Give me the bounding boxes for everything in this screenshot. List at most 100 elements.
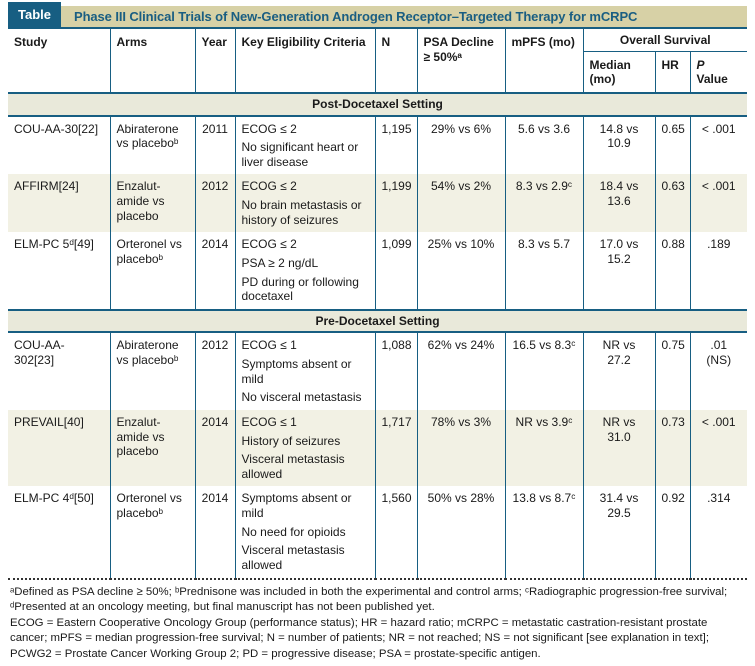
footnote-notes: ᵃDefined as PSA decline ≥ 50%; ᵇPredniso… xyxy=(10,585,745,616)
cell-n: 1,195 xyxy=(375,116,417,175)
footnote-cell: ᵃDefined as PSA decline ≥ 50%; ᵇPredniso… xyxy=(8,579,747,666)
cell-mpfs: 8.3 vs 2.9ᶜ xyxy=(505,174,583,232)
cell-study: PREVAIL[40] xyxy=(8,410,110,487)
cell-p-value: < .001 xyxy=(690,410,747,487)
table-footnotes: ᵃDefined as PSA decline ≥ 50%; ᵇPredniso… xyxy=(8,579,747,666)
cell-criteria: ECOG ≤ 1 Symptoms absent or mild No viscer… xyxy=(235,332,375,410)
cell-year: 2011 xyxy=(195,116,235,175)
cell-hr: 0.73 xyxy=(655,410,690,487)
cell-n: 1,099 xyxy=(375,232,417,310)
criteria-item: No visceral metastasis xyxy=(242,390,369,405)
cell-study: COU-AA-30[22] xyxy=(8,116,110,175)
cell-study: ELM-PC 4ᵈ[50] xyxy=(8,486,110,578)
p-symbol: P xyxy=(697,58,742,73)
cell-p-value: < .001 xyxy=(690,174,747,232)
cell-hr: 0.63 xyxy=(655,174,690,232)
cell-psa-decline: 50% vs 28% xyxy=(417,486,505,578)
cell-mpfs: 13.8 vs 8.7ᶜ xyxy=(505,486,583,578)
cell-criteria: ECOG ≤ 2 No brain metastasis or history o… xyxy=(235,174,375,232)
table-header: Study Arms Year Key Eligibility Criteria… xyxy=(8,29,747,93)
cell-arms: Abiraterone vs placeboᵇ xyxy=(110,332,195,410)
cell-n: 1,199 xyxy=(375,174,417,232)
cell-criteria: ECOG ≤ 1 History of seizures Visceral meta… xyxy=(235,410,375,487)
col-header-study: Study xyxy=(8,29,110,93)
cell-arms: Orteronel vs placeboᵇ xyxy=(110,232,195,310)
cell-n: 1,560 xyxy=(375,486,417,578)
col-header-psa-decline: PSA Decline ≥ 50%ᵃ xyxy=(417,29,505,93)
cell-psa-decline: 29% vs 6% xyxy=(417,116,505,175)
cell-p-value: .01 (NS) xyxy=(690,332,747,410)
criteria-item: No need for opioids xyxy=(242,525,369,540)
cell-hr: 0.65 xyxy=(655,116,690,175)
cell-os-median: NR vs 27.2 xyxy=(583,332,655,410)
criteria-item: Symptoms absent or mild xyxy=(242,357,369,386)
clinical-trials-table: Study Arms Year Key Eligibility Criteria… xyxy=(8,29,747,666)
cell-psa-decline: 78% vs 3% xyxy=(417,410,505,487)
col-header-mpfs: mPFS (mo) xyxy=(505,29,583,93)
col-header-hr: HR xyxy=(655,51,690,93)
criteria-item: Symptoms absent or mild xyxy=(242,491,369,520)
cell-n: 1,717 xyxy=(375,410,417,487)
cell-n: 1,088 xyxy=(375,332,417,410)
criteria-item: Visceral metastasis allowed xyxy=(242,543,369,572)
cell-psa-decline: 54% vs 2% xyxy=(417,174,505,232)
cell-year: 2012 xyxy=(195,174,235,232)
criteria-item: ECOG ≤ 2 xyxy=(242,237,369,252)
cell-psa-decline: 62% vs 24% xyxy=(417,332,505,410)
cell-hr: 0.88 xyxy=(655,232,690,310)
cell-criteria: ECOG ≤ 2 No significant heart or liver di… xyxy=(235,116,375,175)
cell-arms: Abiraterone vs placeboᵇ xyxy=(110,116,195,175)
cell-year: 2014 xyxy=(195,486,235,578)
cell-mpfs: 16.5 vs 8.3ᶜ xyxy=(505,332,583,410)
col-header-arms: Arms xyxy=(110,29,195,93)
cell-year: 2014 xyxy=(195,410,235,487)
cell-os-median: 17.0 vs 15.2 xyxy=(583,232,655,310)
cell-year: 2014 xyxy=(195,232,235,310)
col-header-os-median: Median (mo) xyxy=(583,51,655,93)
criteria-item: Visceral metastasis allowed xyxy=(242,452,369,481)
col-header-overall-survival: Overall Survival xyxy=(583,29,747,51)
cell-mpfs: 8.3 vs 5.7 xyxy=(505,232,583,310)
criteria-item: ECOG ≤ 1 xyxy=(242,415,369,430)
cell-criteria: Symptoms absent or mild No need for opioi… xyxy=(235,486,375,578)
table-title: Phase III Clinical Trials of New-Generat… xyxy=(74,9,637,24)
col-header-criteria: Key Eligibility Criteria xyxy=(235,29,375,93)
cell-mpfs: NR vs 3.9ᶜ xyxy=(505,410,583,487)
cell-os-median: 18.4 vs 13.6 xyxy=(583,174,655,232)
section-header: Pre-Docetaxel Setting xyxy=(8,310,747,333)
col-header-n: N xyxy=(375,29,417,93)
cell-p-value: .189 xyxy=(690,232,747,310)
cell-p-value: .314 xyxy=(690,486,747,578)
table-chip: Table xyxy=(8,2,61,27)
cell-hr: 0.75 xyxy=(655,332,690,410)
footnote-abbreviations: ECOG = Eastern Cooperative Oncology Grou… xyxy=(10,616,745,663)
criteria-item: PD during or following docetaxel xyxy=(242,275,369,304)
cell-year: 2012 xyxy=(195,332,235,410)
cell-mpfs: 5.6 vs 3.6 xyxy=(505,116,583,175)
table-title-bar: Table Phase III Clinical Trials of New-G… xyxy=(8,6,747,29)
col-header-p-value: P Value xyxy=(690,51,747,93)
criteria-item: ECOG ≤ 2 xyxy=(242,179,369,194)
cell-study: ELM-PC 5ᵈ[49] xyxy=(8,232,110,310)
criteria-item: ECOG ≤ 1 xyxy=(242,338,369,353)
criteria-item: History of seizures xyxy=(242,434,369,449)
cell-hr: 0.92 xyxy=(655,486,690,578)
criteria-item: ECOG ≤ 2 xyxy=(242,122,369,137)
criteria-item: No significant heart or liver disease xyxy=(242,140,369,169)
criteria-item: No brain metastasis or history of seizur… xyxy=(242,198,369,227)
p-value-label: Value xyxy=(697,72,742,87)
col-header-year: Year xyxy=(195,29,235,93)
cell-p-value: < .001 xyxy=(690,116,747,175)
cell-arms: Enzalut­amide vs placebo xyxy=(110,410,195,487)
cell-study: COU-AA-302[23] xyxy=(8,332,110,410)
section-header: Post-Docetaxel Setting xyxy=(8,93,747,116)
